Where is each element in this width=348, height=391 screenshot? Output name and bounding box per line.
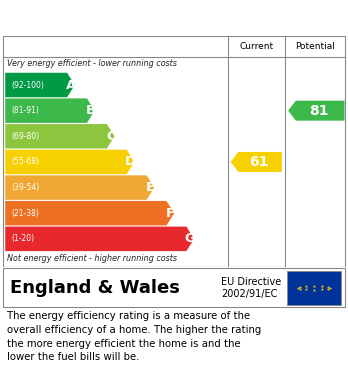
Text: (21-38): (21-38)	[11, 209, 39, 218]
Text: The energy efficiency rating is a measure of the
overall efficiency of a home. T: The energy efficiency rating is a measur…	[7, 311, 261, 362]
Text: Not energy efficient - higher running costs: Not energy efficient - higher running co…	[7, 254, 177, 263]
Polygon shape	[5, 175, 154, 200]
Text: D: D	[125, 156, 136, 169]
Text: G: G	[185, 232, 196, 245]
Text: 81: 81	[309, 104, 329, 118]
Text: (55-68): (55-68)	[11, 158, 40, 167]
Bar	[287, 271, 341, 305]
Text: Current: Current	[239, 42, 274, 51]
Text: (39-54): (39-54)	[11, 183, 40, 192]
Polygon shape	[5, 150, 134, 174]
Polygon shape	[5, 124, 114, 149]
Text: England & Wales: England & Wales	[10, 279, 180, 297]
Text: 61: 61	[250, 155, 269, 169]
Text: A: A	[66, 79, 76, 91]
Text: (1-20): (1-20)	[11, 234, 34, 243]
Polygon shape	[288, 100, 345, 121]
Text: (69-80): (69-80)	[11, 132, 40, 141]
Text: EU Directive
2002/91/EC: EU Directive 2002/91/EC	[221, 277, 281, 299]
Text: F: F	[166, 207, 175, 220]
Polygon shape	[5, 99, 95, 123]
Text: (92-100): (92-100)	[11, 81, 44, 90]
Polygon shape	[5, 73, 75, 97]
Text: Very energy efficient - lower running costs: Very energy efficient - lower running co…	[7, 59, 177, 68]
Text: Potential: Potential	[295, 42, 335, 51]
Text: E: E	[146, 181, 155, 194]
Text: Energy Efficiency Rating: Energy Efficiency Rating	[10, 11, 231, 25]
Polygon shape	[231, 152, 282, 172]
Polygon shape	[5, 201, 174, 226]
Polygon shape	[5, 227, 194, 251]
Text: B: B	[86, 104, 96, 117]
Text: (81-91): (81-91)	[11, 106, 39, 115]
Text: C: C	[106, 130, 116, 143]
